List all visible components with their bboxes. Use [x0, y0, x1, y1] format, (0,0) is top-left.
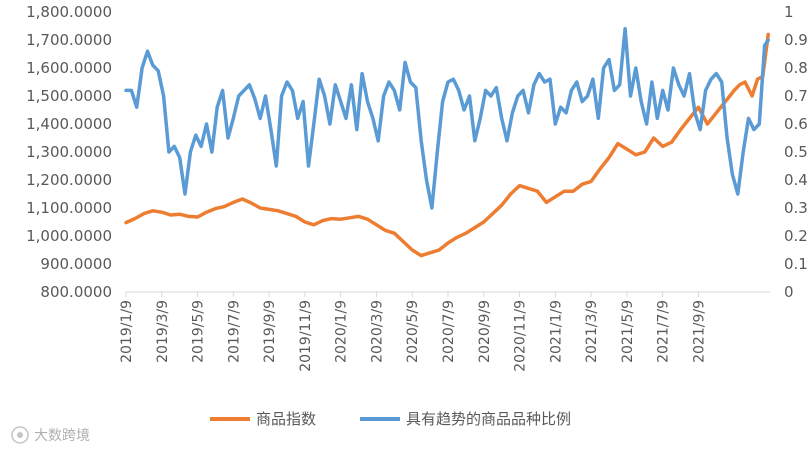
- right-axis-ticks: 0 0.1 0.2 0.3 0.4 0.5 0.6 0.7 0.8 0.9 1: [784, 3, 808, 301]
- left-tick-label: 1,700.0000: [26, 31, 112, 49]
- legend: 商品指数 具有趋势的商品品种比例: [210, 410, 571, 428]
- x-tick-label: 2021/9/9: [691, 300, 707, 363]
- series-layer: [124, 27, 770, 258]
- legend-label-commodity-index: 商品指数: [256, 410, 316, 428]
- x-tick-label: 2020/11/9: [513, 300, 529, 372]
- x-tick-label: 2021/3/9: [584, 300, 600, 363]
- left-tick-label: 1,400.0000: [26, 115, 112, 133]
- x-axis-ticks: 2019/1/9 2019/3/9 2019/5/9 2019/7/9 2019/9/9…: [119, 292, 707, 372]
- left-axis-ticks: 800.0000 900.0000 1,000.0000 1,100.0000 1,20…: [26, 3, 112, 301]
- x-tick-label: 2019/3/9: [155, 300, 171, 363]
- right-tick-label: 0.3: [784, 199, 808, 217]
- x-tick-label: 2019/11/9: [298, 300, 314, 372]
- left-tick-label: 1,500.0000: [26, 87, 112, 105]
- right-tick-label: 0.6: [784, 115, 808, 133]
- x-tick-label: 2019/5/9: [191, 300, 207, 363]
- x-tick-label: 2021/5/9: [620, 300, 636, 363]
- left-tick-label: 1,300.0000: [26, 143, 112, 161]
- right-tick-label: 0: [784, 283, 794, 301]
- right-tick-label: 0.2: [784, 227, 808, 245]
- right-tick-label: 0.5: [784, 143, 808, 161]
- x-tick-label: 2020/1/9: [334, 300, 350, 363]
- left-tick-label: 900.0000: [40, 255, 112, 273]
- left-tick-label: 1,200.0000: [26, 171, 112, 189]
- left-tick-label: 1,600.0000: [26, 59, 112, 77]
- right-tick-label: 0.8: [784, 59, 808, 77]
- x-tick-label: 2019/9/9: [262, 300, 278, 363]
- legend-label-trend-ratio: 具有趋势的商品品种比例: [406, 410, 571, 428]
- watermark-text: 大数跨境: [34, 428, 90, 444]
- right-tick-label: 0.1: [784, 255, 808, 273]
- x-tick-label: 2019/1/9: [119, 300, 135, 363]
- x-tick-label: 2020/5/9: [405, 300, 421, 363]
- x-tick-label: 2020/7/9: [441, 300, 457, 363]
- x-tick-label: 2019/7/9: [226, 300, 242, 363]
- series-line-commodity-index: [124, 32, 770, 258]
- x-tick-label: 2021/7/9: [656, 300, 672, 363]
- left-tick-label: 1,100.0000: [26, 199, 112, 217]
- right-tick-label: 0.9: [784, 31, 808, 49]
- left-tick-label: 800.0000: [40, 283, 112, 301]
- watermark: 大数跨境: [11, 426, 90, 444]
- right-tick-label: 1: [784, 3, 794, 21]
- right-tick-label: 0.4: [784, 171, 808, 189]
- x-tick-label: 2020/9/9: [477, 300, 493, 363]
- series-line-trend-ratio: [124, 27, 770, 210]
- watermark-logo-icon: [11, 426, 29, 444]
- left-tick-label: 1,800.0000: [26, 3, 112, 21]
- right-tick-label: 0.7: [784, 87, 808, 105]
- x-tick-label: 2021/1/9: [548, 300, 564, 363]
- left-tick-label: 1,000.0000: [26, 227, 112, 245]
- x-tick-label: 2020/3/9: [369, 300, 385, 363]
